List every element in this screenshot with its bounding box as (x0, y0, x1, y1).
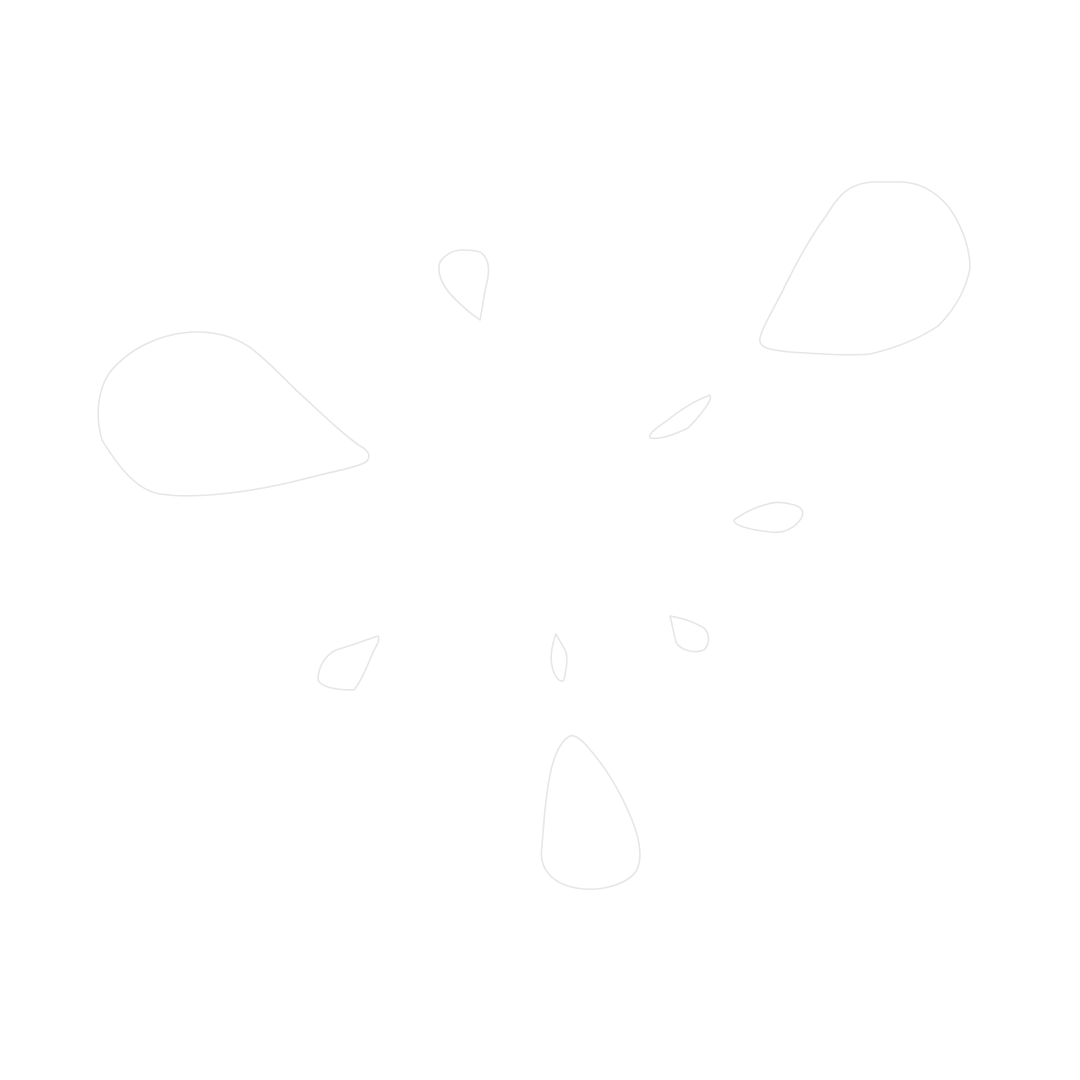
droplet-large-left (97, 331, 370, 497)
droplet-small-center-right (648, 394, 712, 440)
droplet-large-top-right (759, 181, 971, 356)
droplet-small-lower-left (317, 635, 380, 691)
droplet-small-right (733, 501, 804, 534)
droplet-tiny-lower-right (669, 615, 710, 653)
droplet-small-top (438, 249, 490, 321)
droplet-large-bottom (540, 734, 641, 891)
droplet-tiny-center (550, 633, 568, 682)
